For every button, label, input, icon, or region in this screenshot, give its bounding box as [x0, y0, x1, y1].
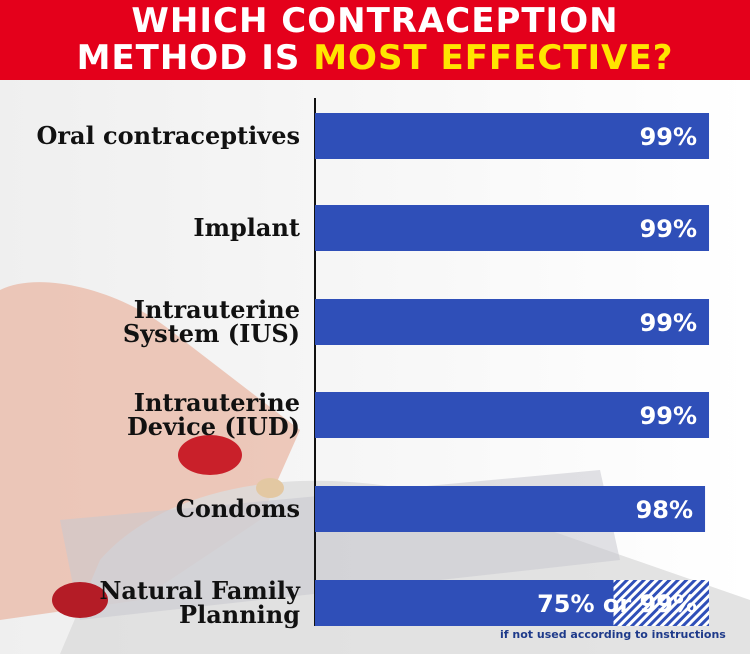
category-label-line: Condoms [175, 494, 300, 523]
bar [315, 486, 706, 532]
category-label-line: Implant [193, 213, 300, 242]
bar-value-label: 99% [640, 215, 697, 243]
bar-footnote: if not used according to instructions [500, 628, 726, 641]
bar-value-label: 98% [636, 496, 693, 524]
chart-title-line-1: WHICH CONTRACEPTION [131, 1, 619, 41]
bar [315, 205, 710, 251]
category-label: Oral contraceptives [0, 124, 300, 148]
bar-value-label: 75% or 99% [537, 590, 697, 618]
bar-value-label: 99% [640, 309, 697, 337]
category-label: Condoms [0, 497, 300, 521]
category-label: Natural Family Planning [0, 579, 300, 627]
category-label-line: Natural Family [99, 576, 300, 605]
title-white-part: METHOD IS [76, 38, 314, 78]
chart-title-line-2: METHOD IS MOST EFFECTIVE? [0, 39, 750, 77]
category-label: Intrauterine Device (IUD) [0, 391, 300, 439]
category-label-line: Device (IUD) [126, 412, 300, 441]
category-label: Intrauterine System (IUS) [0, 298, 300, 346]
category-label: Implant [0, 216, 300, 240]
bar [315, 299, 710, 345]
bar-value-label: 99% [640, 123, 697, 151]
bar-natural-family-planning-typical [315, 580, 614, 626]
bar [315, 392, 710, 438]
bar-natural-family-planning-perfect-use [613, 580, 710, 626]
category-label-line: Planning [179, 600, 300, 629]
category-label-line: Oral contraceptives [36, 121, 300, 150]
bar-value-label: 99% [640, 402, 697, 430]
category-label-line: Intrauterine [133, 388, 300, 417]
category-label-line: System (IUS) [122, 319, 300, 348]
title-banner [0, 0, 750, 80]
bar [315, 113, 710, 159]
category-label-line: Intrauterine [133, 295, 300, 324]
title-highlight-part: MOST EFFECTIVE? [313, 38, 674, 78]
